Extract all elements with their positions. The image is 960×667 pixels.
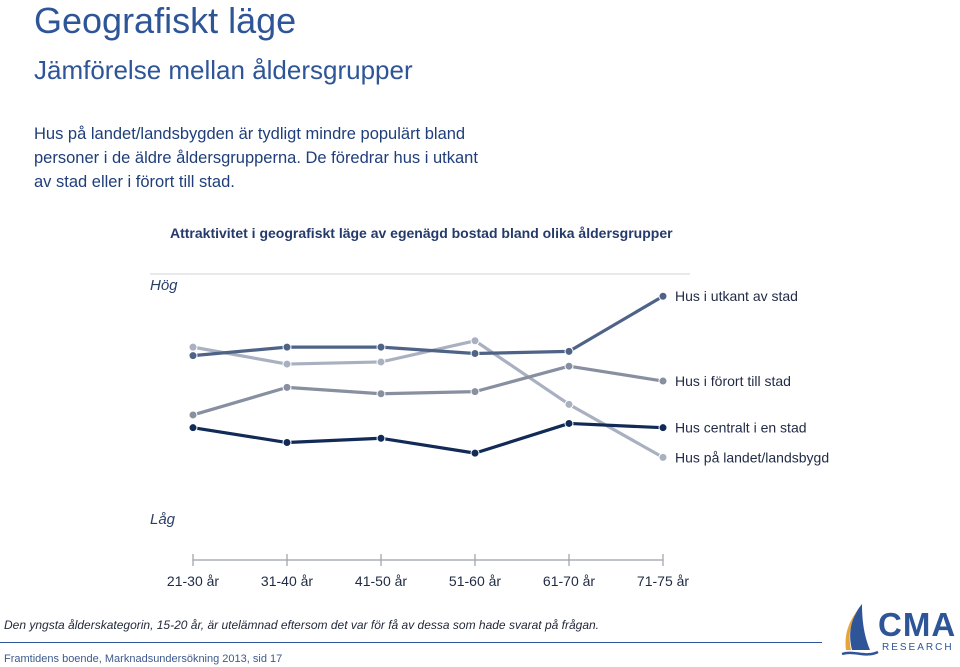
- cma-research-logo: CMA RESEARCH: [838, 600, 960, 660]
- data-point: [376, 342, 386, 352]
- y-label-high: Hög: [150, 277, 178, 294]
- data-point: [188, 351, 198, 361]
- logo-name: CMA: [878, 606, 957, 643]
- series-line: [192, 421, 664, 455]
- series-label: Hus centralt i en stad: [675, 420, 807, 436]
- y-label-low: Låg: [150, 511, 176, 528]
- data-point: [564, 399, 574, 409]
- x-tick-label: 21-30 år: [167, 573, 219, 589]
- data-point: [564, 361, 574, 371]
- series-label: Hus i förort till stad: [675, 373, 791, 389]
- data-point: [376, 389, 386, 399]
- x-tick-label: 31-40 år: [261, 573, 313, 589]
- series-label: Hus på landet/landsbygd: [675, 449, 829, 465]
- data-point: [564, 418, 574, 428]
- data-point: [282, 382, 292, 392]
- chart-title: Attraktivitet i geografiskt läge av egen…: [170, 225, 673, 241]
- x-tick-label: 51-60 år: [449, 573, 501, 589]
- series-label: Hus i utkant av stad: [675, 288, 798, 304]
- x-tick-label: 61-70 år: [543, 573, 595, 589]
- source-text: Framtidens boende, Marknadsundersökning …: [4, 653, 283, 665]
- data-point: [188, 423, 198, 433]
- data-point: [282, 438, 292, 448]
- data-point: [658, 376, 668, 386]
- line-chart: Hög Låg 21-30 år 31-40 år 41-50 år 51-60 år 61…: [150, 273, 829, 589]
- data-point: [376, 357, 386, 367]
- data-point: [658, 423, 668, 433]
- intro-text: Hus på landet/landsbygden är tydligt min…: [34, 125, 478, 191]
- data-point: [188, 342, 198, 352]
- sailboat-icon: [841, 604, 879, 656]
- series-line: [192, 364, 664, 417]
- footnote: Den yngsta ålderskategorin, 15-20 år, är…: [4, 618, 599, 632]
- data-point: [188, 410, 198, 420]
- logo-tagline: RESEARCH: [882, 642, 954, 653]
- series-line: [192, 294, 664, 358]
- data-point: [470, 336, 480, 346]
- data-point: [282, 342, 292, 352]
- data-point: [470, 387, 480, 397]
- page-subtitle: Jämförelse mellan åldersgrupper: [34, 55, 413, 85]
- x-tick-label: 71-75 år: [637, 573, 689, 589]
- x-tick-label: 41-50 år: [355, 573, 407, 589]
- footer-divider: [0, 642, 822, 643]
- data-point: [376, 433, 386, 443]
- data-point: [658, 452, 668, 462]
- page-title: Geografiskt läge: [34, 0, 297, 41]
- data-point: [282, 359, 292, 369]
- data-point: [658, 291, 668, 301]
- data-point: [470, 448, 480, 458]
- data-point: [470, 348, 480, 358]
- data-point: [564, 346, 574, 356]
